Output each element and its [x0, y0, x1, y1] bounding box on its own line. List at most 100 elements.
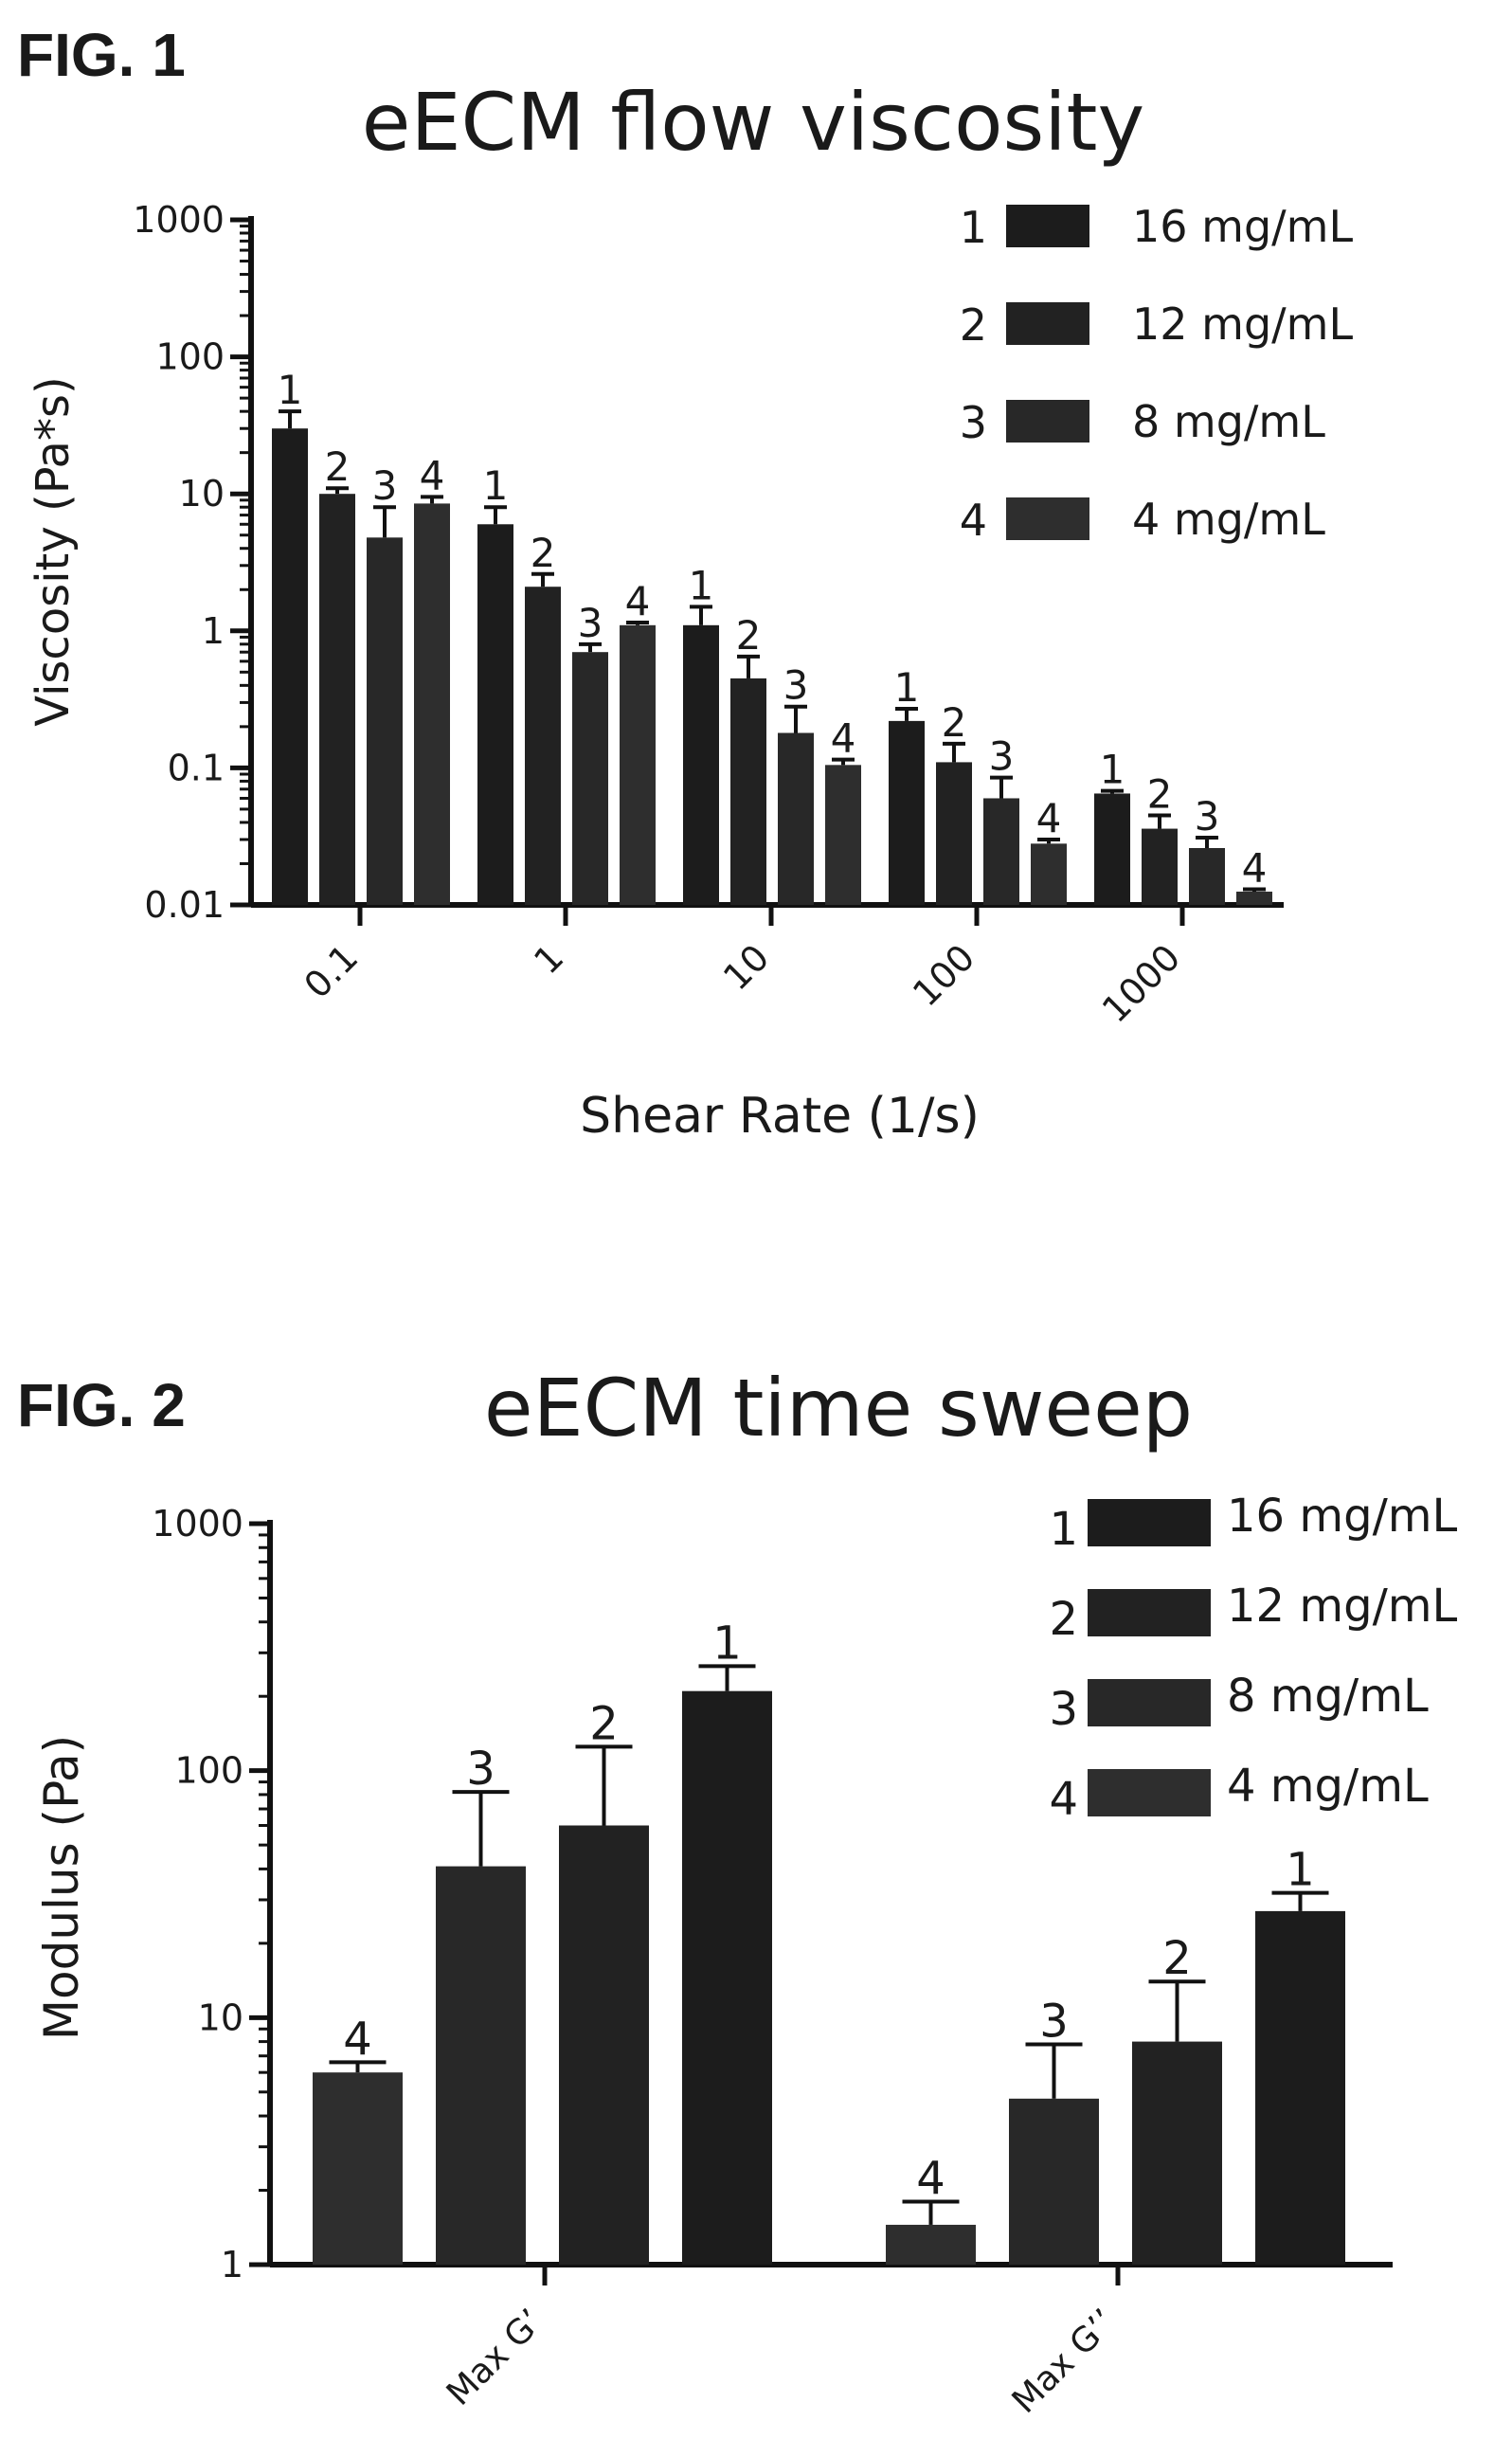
y-tick-label: 1000: [133, 199, 225, 241]
bar-label: 1: [1286, 1844, 1315, 1897]
y-axis-label-1: Viscosity (Pa*s): [27, 376, 80, 726]
figure-label-1: FIG. 1: [17, 21, 186, 89]
legend-label: 4 mg/mL: [1227, 1760, 1429, 1813]
x-axis-label-1: Shear Rate (1/s): [580, 1088, 980, 1145]
legend-swatch: [1006, 400, 1089, 443]
bar: [1142, 828, 1178, 905]
legend-label: 16 mg/mL: [1227, 1490, 1457, 1543]
y-axis-label-2: Modulus (Pa): [34, 1735, 89, 2040]
bar-label: 4: [343, 2013, 372, 2066]
bar-marks: 4 3 2 1 Max G’ 4 3 2 1 Max G’’: [313, 1617, 1345, 2421]
legend: 1 16 mg/mL 2 12 mg/mL 3 8 mg/mL 4 4 mg/mL: [960, 201, 1354, 546]
bar: [730, 677, 766, 905]
legend-number: 2: [960, 299, 987, 351]
bar-label: 3: [578, 600, 603, 646]
legend-swatch: [1088, 1589, 1211, 1636]
bar-label: 4: [420, 452, 445, 498]
bar-label: 3: [372, 462, 398, 509]
y-tick-label: 100: [174, 1750, 243, 1792]
legend-number: 2: [1049, 1593, 1078, 1646]
bar-label: 3: [1039, 1995, 1069, 2048]
chart-viscosity: FIG. 1 eECM flow viscosity Viscosity (Pa…: [17, 21, 1353, 1145]
bar-label: 4: [831, 715, 856, 762]
chart-time-sweep: FIG. 2 eECM time sweep Modulus (Pa) 1 10 1…: [17, 1362, 1457, 2421]
legend-swatch: [1006, 205, 1089, 247]
x-tick-label: Max G’: [440, 2302, 551, 2413]
bar: [983, 798, 1019, 905]
legend-swatch: [1006, 302, 1089, 345]
x-tick-label: 0.1: [297, 936, 367, 1006]
legend-label: 12 mg/mL: [1132, 298, 1353, 350]
bar-label: 1: [278, 367, 303, 413]
x-tick-label: 1: [526, 936, 571, 982]
legend-number: 3: [1049, 1683, 1078, 1736]
bar-label: 2: [1162, 1932, 1192, 1985]
legend-number: 3: [960, 397, 987, 448]
legend-label: 8 mg/mL: [1132, 396, 1325, 447]
x-tick-label: 100: [905, 936, 982, 1014]
bar-label: 1: [712, 1617, 742, 1670]
bar: [825, 765, 861, 905]
bar: [525, 587, 561, 905]
bar: [436, 1866, 526, 2265]
legend-swatch: [1088, 1679, 1211, 1726]
y-tick-label: 10: [198, 1996, 243, 2038]
bar: [319, 494, 355, 905]
bar: [272, 428, 308, 905]
bar-label: 1: [1100, 747, 1125, 793]
bar-label: 4: [1036, 795, 1062, 841]
figure-label-2: FIG. 2: [17, 1371, 186, 1439]
bar: [778, 732, 814, 905]
x-tick-label: 1000: [1094, 936, 1189, 1031]
bar-label: 2: [942, 699, 967, 746]
bar-label: 2: [736, 612, 762, 659]
legend-number: 1: [960, 202, 987, 253]
bar: [1009, 2098, 1099, 2265]
legend-label: 12 mg/mL: [1227, 1580, 1457, 1633]
bar: [889, 720, 925, 905]
y-tick-label: 0.1: [168, 747, 225, 788]
bar-label: 2: [531, 530, 556, 576]
bar-label: 2: [589, 1697, 619, 1750]
chart-title-1: eECM flow viscosity: [362, 76, 1144, 169]
y-tick-label: 1: [202, 610, 225, 652]
bar: [1189, 847, 1225, 905]
bar: [477, 524, 513, 905]
bar: [313, 2072, 403, 2265]
bar: [1094, 793, 1130, 905]
legend-label: 8 mg/mL: [1227, 1670, 1429, 1723]
x-tick-label: Max G’’: [1005, 2302, 1125, 2421]
y-tick-label: 0.01: [144, 884, 225, 926]
x-tick-label: 10: [715, 936, 777, 998]
y-tick-label: 1: [221, 2244, 243, 2285]
bar-label: 3: [1195, 793, 1220, 840]
legend-number: 4: [960, 495, 987, 546]
bar-label: 3: [466, 1743, 495, 1796]
legend-swatch: [1088, 1499, 1211, 1546]
bar-label: 4: [916, 2152, 945, 2205]
bar-label: 3: [989, 733, 1015, 780]
bar-label: 1: [689, 562, 714, 608]
bar: [367, 537, 403, 905]
y-tick-label: 1000: [152, 1503, 243, 1545]
bar: [1132, 2041, 1222, 2265]
bar-label: 1: [894, 664, 920, 711]
bar: [620, 624, 656, 905]
bar: [559, 1825, 649, 2265]
legend-label: 16 mg/mL: [1132, 201, 1353, 252]
chart-title-2: eECM time sweep: [484, 1362, 1193, 1454]
bar-label: 4: [1242, 845, 1268, 892]
bar: [683, 624, 719, 905]
bar: [936, 762, 972, 905]
legend-number: 4: [1049, 1773, 1078, 1826]
bar: [572, 652, 608, 905]
legend-swatch: [1006, 497, 1089, 540]
legend-label: 4 mg/mL: [1132, 494, 1325, 545]
y-tick-label: 100: [155, 336, 225, 378]
bar: [414, 503, 450, 905]
bar-label: 2: [1147, 771, 1173, 818]
legend: 1 16 mg/mL 2 12 mg/mL 3 8 mg/mL 4 4 mg/mL: [1049, 1490, 1457, 1826]
legend-number: 1: [1049, 1503, 1078, 1556]
